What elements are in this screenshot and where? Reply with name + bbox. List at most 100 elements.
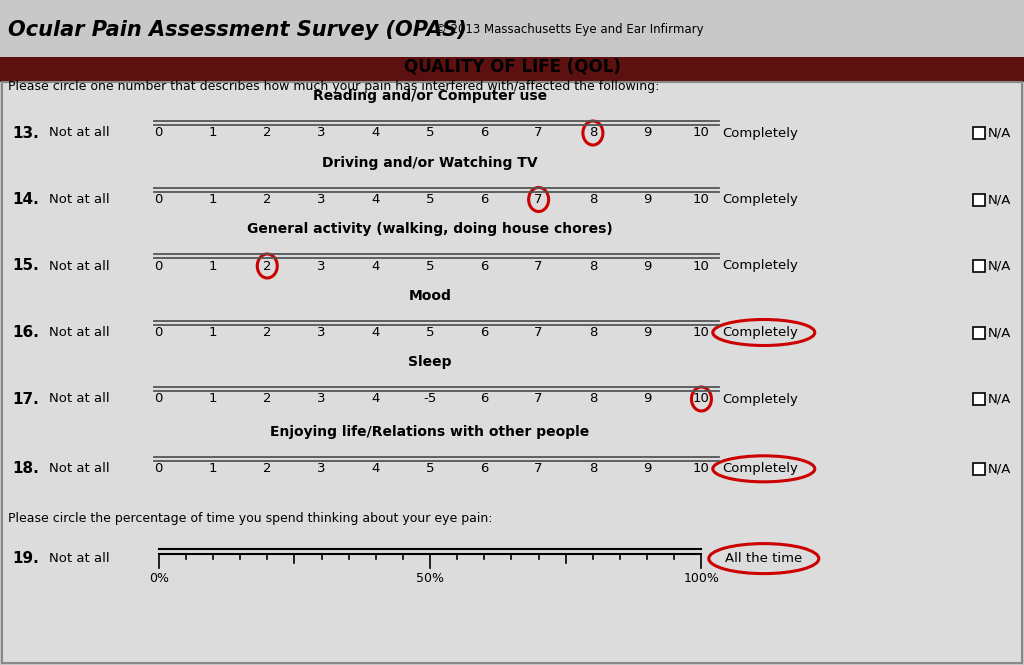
Text: 0: 0	[155, 126, 163, 140]
Text: Ocular Pain Assessment Survey (OPAS): Ocular Pain Assessment Survey (OPAS)	[8, 20, 467, 40]
Text: 4: 4	[372, 462, 380, 475]
Text: 15.: 15.	[12, 259, 39, 273]
Text: Enjoying life/Relations with other people: Enjoying life/Relations with other peopl…	[270, 425, 590, 440]
Text: Completely: Completely	[722, 126, 798, 140]
Text: 5: 5	[426, 126, 434, 140]
Text: 0: 0	[155, 193, 163, 206]
Text: 3: 3	[317, 126, 326, 140]
Text: 3: 3	[317, 392, 326, 406]
Text: 9: 9	[643, 392, 651, 406]
Text: 8: 8	[589, 392, 597, 406]
Text: 9: 9	[643, 462, 651, 475]
Text: N/A: N/A	[988, 193, 1011, 206]
Text: N/A: N/A	[988, 126, 1011, 140]
Text: 9: 9	[643, 259, 651, 273]
Text: 3: 3	[317, 326, 326, 339]
Text: 2: 2	[263, 126, 271, 140]
Text: 9: 9	[643, 326, 651, 339]
Text: 8: 8	[589, 193, 597, 206]
Text: Completely: Completely	[722, 462, 798, 475]
Text: 14.: 14.	[12, 192, 39, 207]
Text: 2: 2	[263, 259, 271, 273]
Text: 6: 6	[480, 326, 488, 339]
Text: -5: -5	[424, 392, 436, 406]
Text: 10: 10	[693, 126, 710, 140]
Text: 1: 1	[209, 326, 217, 339]
Text: Please circle one number that describes how much your pain has interfered with/a: Please circle one number that describes …	[8, 80, 659, 93]
Text: 8: 8	[589, 462, 597, 475]
Text: 0: 0	[155, 259, 163, 273]
Text: 1: 1	[209, 193, 217, 206]
Text: © 2013 Massachusetts Eye and Ear Infirmary: © 2013 Massachusetts Eye and Ear Infirma…	[435, 23, 703, 37]
Text: Sleep: Sleep	[409, 355, 452, 370]
Text: General activity (walking, doing house chores): General activity (walking, doing house c…	[247, 222, 613, 237]
Text: 6: 6	[480, 462, 488, 475]
Bar	[973, 127, 985, 139]
Text: Completely: Completely	[722, 193, 798, 206]
Text: 1: 1	[209, 462, 217, 475]
Bar	[2, 82, 1022, 663]
Text: QUALITY OF LIFE (QOL): QUALITY OF LIFE (QOL)	[403, 57, 621, 76]
Text: 0%: 0%	[148, 572, 169, 585]
Text: 6: 6	[480, 126, 488, 140]
Text: 5: 5	[426, 462, 434, 475]
Text: 2: 2	[263, 392, 271, 406]
Text: 5: 5	[426, 259, 434, 273]
Text: 9: 9	[643, 126, 651, 140]
Text: 50%: 50%	[416, 572, 444, 585]
Text: Not at all: Not at all	[49, 462, 110, 475]
Text: 1: 1	[209, 259, 217, 273]
Text: 5: 5	[426, 326, 434, 339]
Text: N/A: N/A	[988, 462, 1011, 475]
Text: 100%: 100%	[683, 572, 720, 585]
Text: 5: 5	[426, 193, 434, 206]
Text: 4: 4	[372, 193, 380, 206]
Text: 16.: 16.	[12, 325, 39, 340]
Text: 0: 0	[155, 326, 163, 339]
Text: Not at all: Not at all	[49, 552, 110, 565]
Text: All the time: All the time	[725, 552, 803, 565]
Text: 8: 8	[589, 126, 597, 140]
Bar	[973, 260, 985, 272]
Text: 9: 9	[643, 193, 651, 206]
Bar	[0, 57, 1024, 82]
Text: 4: 4	[372, 259, 380, 273]
Text: 6: 6	[480, 259, 488, 273]
Text: 0: 0	[155, 392, 163, 406]
Text: 13.: 13.	[12, 126, 39, 140]
Text: N/A: N/A	[988, 326, 1011, 339]
Bar	[973, 194, 985, 205]
Text: 4: 4	[372, 392, 380, 406]
Text: 7: 7	[535, 193, 543, 206]
Text: 1: 1	[209, 126, 217, 140]
Text: Not at all: Not at all	[49, 193, 110, 206]
Text: 18.: 18.	[12, 462, 39, 476]
Text: 3: 3	[317, 462, 326, 475]
Text: 10: 10	[693, 193, 710, 206]
Text: 0: 0	[155, 462, 163, 475]
Text: Not at all: Not at all	[49, 326, 110, 339]
Text: 8: 8	[589, 259, 597, 273]
Text: 2: 2	[263, 462, 271, 475]
Text: Not at all: Not at all	[49, 259, 110, 273]
Text: Completely: Completely	[722, 259, 798, 273]
Text: Please circle the percentage of time you spend thinking about your eye pain:: Please circle the percentage of time you…	[8, 511, 493, 525]
Text: Completely: Completely	[722, 326, 798, 339]
Text: Reading and/or Computer use: Reading and/or Computer use	[313, 89, 547, 104]
Text: 7: 7	[535, 126, 543, 140]
Text: Mood: Mood	[409, 289, 452, 303]
Text: 6: 6	[480, 193, 488, 206]
Text: 19.: 19.	[12, 551, 39, 566]
Text: 3: 3	[317, 193, 326, 206]
Text: N/A: N/A	[988, 259, 1011, 273]
Text: 2: 2	[263, 326, 271, 339]
Bar	[973, 463, 985, 475]
Text: 7: 7	[535, 259, 543, 273]
Text: 7: 7	[535, 392, 543, 406]
Text: 6: 6	[480, 392, 488, 406]
Text: 10: 10	[693, 462, 710, 475]
Text: N/A: N/A	[988, 392, 1011, 406]
Bar	[973, 327, 985, 338]
Bar	[973, 393, 985, 405]
Text: 1: 1	[209, 392, 217, 406]
